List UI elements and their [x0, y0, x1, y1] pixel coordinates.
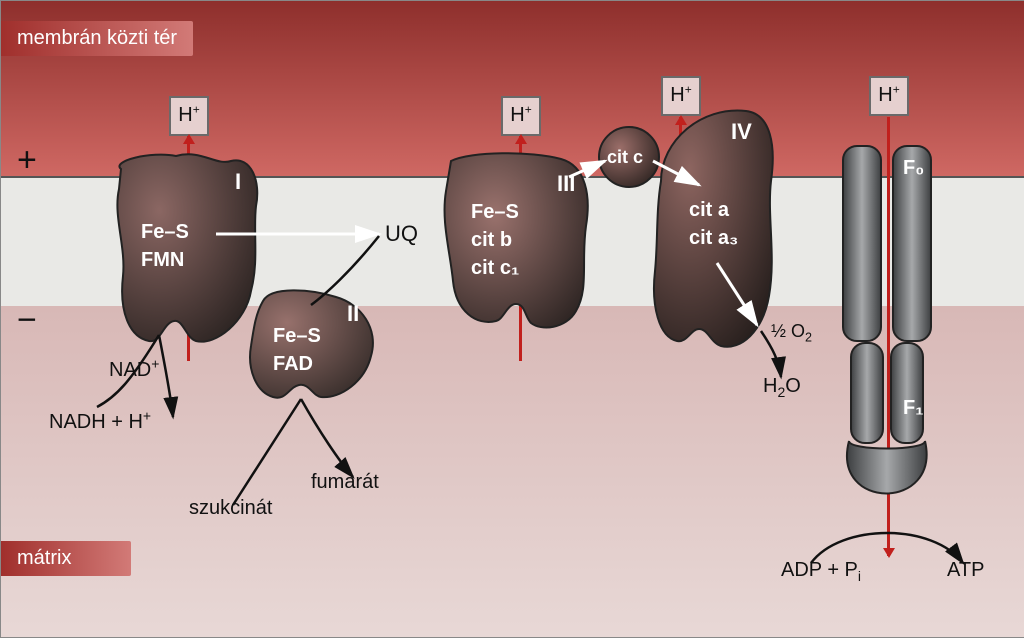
atp-label: ATP — [947, 559, 984, 582]
fumarate-label: fumarát — [311, 471, 379, 494]
adp-pi-label: ADP + Pi — [781, 559, 861, 582]
proton-arrow-3 — [519, 136, 522, 361]
complex-i-fmn: FMN — [141, 249, 184, 272]
complex-ii-fes: Fe–S — [273, 325, 321, 348]
atp-f1-label: F₁ — [903, 397, 924, 420]
nadh-label: NADH + H+ — [49, 411, 151, 434]
h-plus-box-2: H+ — [501, 96, 541, 136]
matrix-label: mátrix — [1, 541, 131, 576]
nadp-label: NAD+ — [109, 359, 159, 382]
complex-ii-fad: FAD — [273, 353, 313, 376]
intermembrane-label: membrán közti tér — [1, 21, 193, 56]
complex-iii-fes: Fe–S — [471, 201, 519, 224]
roman-iv: IV — [731, 119, 752, 145]
atp-f0-label: F₀ — [903, 157, 924, 180]
minus-sign: − — [17, 301, 37, 340]
cyt-c-label: cit c — [607, 147, 643, 168]
half-o2-label: ½ O2 — [771, 321, 812, 342]
plus-sign: + — [17, 141, 37, 180]
h-plus-box-3: H+ — [661, 76, 701, 116]
roman-i: I — [235, 169, 241, 195]
complex-iii-citc1: cit c₁ — [471, 257, 519, 280]
roman-iii: III — [557, 171, 575, 197]
complex-iv-cita: cit a — [689, 199, 729, 222]
succinate-label: szukcinát — [189, 497, 272, 520]
proton-arrow-1 — [187, 136, 190, 361]
proton-arrow-4 — [679, 117, 682, 341]
diagram-canvas: membrán közti tér mátrix + − H+ H+ H+ H+ — [0, 0, 1024, 638]
complex-i-fes: Fe–S — [141, 221, 189, 244]
h-plus-box-4: H+ — [869, 76, 909, 116]
roman-ii: II — [347, 301, 359, 327]
uq-label: UQ — [385, 221, 418, 247]
complex-iv-cita3: cit a₃ — [689, 227, 738, 250]
complex-iii-citb: cit b — [471, 229, 512, 252]
proton-arrow-atp — [887, 117, 890, 556]
h-plus-box-1: H+ — [169, 96, 209, 136]
h2o-label: H2O — [763, 375, 801, 398]
